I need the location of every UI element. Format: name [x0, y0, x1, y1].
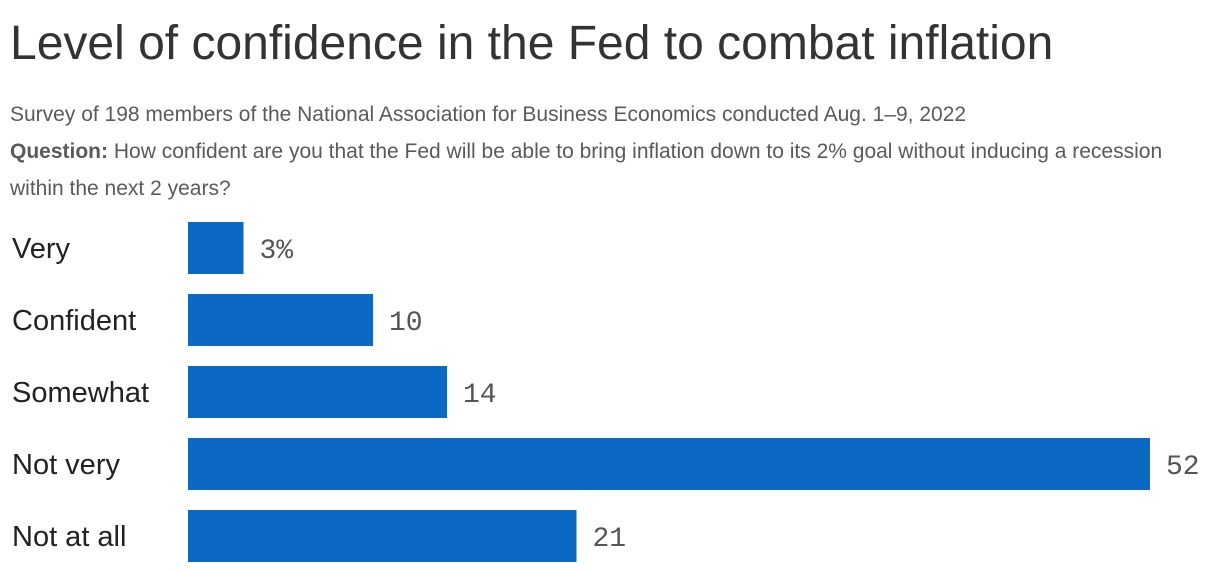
question-text: How confident are you that the Fed will …: [10, 140, 1163, 200]
category-label: Not at all: [12, 521, 126, 553]
category-label: Very: [12, 233, 71, 265]
value-label: 52: [1166, 452, 1200, 483]
value-label: 14: [463, 380, 497, 411]
question-label: Question:: [10, 140, 108, 163]
category-label: Somewhat: [12, 377, 149, 409]
value-label: 21: [593, 524, 627, 555]
chart-subtitle: Survey of 198 members of the National As…: [10, 96, 1215, 207]
value-label: 10: [389, 308, 423, 339]
category-label: Not very: [12, 449, 120, 481]
bar: [188, 438, 1150, 490]
survey-description: Survey of 198 members of the National As…: [10, 103, 967, 126]
bar: [188, 294, 373, 346]
bar: [188, 222, 244, 274]
category-label: Confident: [12, 305, 136, 337]
value-label: 3%: [260, 236, 294, 267]
bar: [188, 510, 577, 562]
bar: [188, 366, 447, 418]
chart-title: Level of confidence in the Fed to combat…: [10, 17, 1054, 70]
